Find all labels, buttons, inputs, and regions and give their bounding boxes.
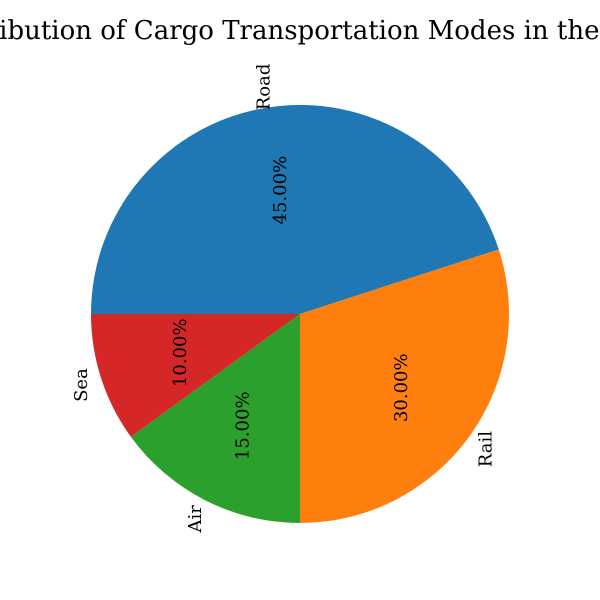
slice-label-road: Road bbox=[254, 64, 275, 111]
chart-title: Distribution of Cargo Transportation Mod… bbox=[0, 16, 600, 46]
slice-label-air: Air bbox=[185, 505, 206, 534]
pie-slice-air bbox=[130, 314, 300, 523]
pie-slice-rail bbox=[300, 249, 509, 523]
slice-label-rail: Rail bbox=[475, 431, 496, 467]
pie-slice-sea bbox=[91, 314, 300, 437]
slice-label-sea: Sea bbox=[71, 368, 92, 402]
slice-percent-sea: 10.00% bbox=[170, 318, 191, 387]
slice-percent-rail: 30.00% bbox=[391, 353, 412, 422]
slice-percent-air: 15.00% bbox=[233, 391, 254, 460]
pie-slice-road bbox=[91, 105, 499, 315]
slice-percent-road: 45.00% bbox=[270, 156, 291, 225]
